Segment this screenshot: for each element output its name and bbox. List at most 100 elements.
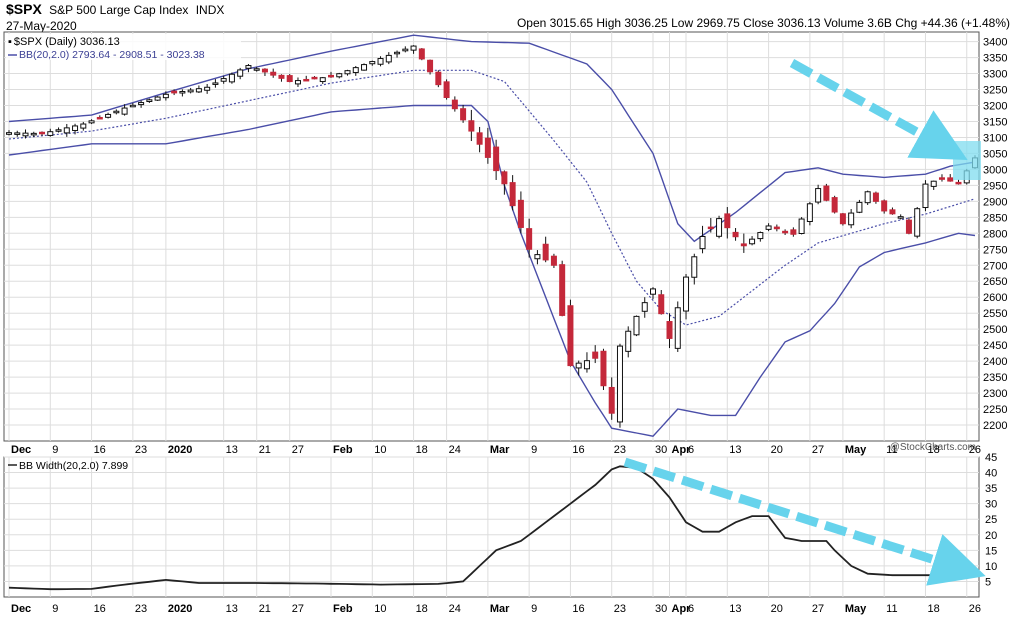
price-y-tick: 3350 <box>983 53 1007 65</box>
candle-body <box>608 386 615 414</box>
candle-body <box>476 132 483 145</box>
candle-body <box>864 191 871 204</box>
candle-body <box>245 65 252 69</box>
candle-body <box>129 104 136 108</box>
candle-body <box>592 351 599 359</box>
header-date: 27-May-2020 <box>6 19 77 33</box>
candle-body <box>567 305 574 367</box>
bb-width-line <box>8 465 976 591</box>
price-y-tick: 3150 <box>983 116 1007 128</box>
candle-body <box>889 209 896 215</box>
candle-body <box>493 146 500 172</box>
x-tick-label: 26 <box>969 603 981 615</box>
price-y-tick: 2950 <box>983 180 1007 192</box>
legend-bb: BB(20,2.0) 2793.64 - 2908.51 - 3023.38 <box>19 49 205 61</box>
candle-body <box>394 51 401 55</box>
candle-body <box>105 113 112 118</box>
candle-body <box>22 132 29 137</box>
candle-body <box>707 226 714 230</box>
price-y-tick: 2250 <box>983 404 1007 416</box>
candle-body <box>674 307 681 349</box>
x-tick-label: Dec <box>11 603 31 615</box>
x-tick-label: 13 <box>729 603 741 615</box>
candle-body <box>575 362 582 369</box>
candle-body <box>138 102 145 106</box>
candle-body <box>72 125 79 131</box>
legend-width: BB Width(20,2.0) 7.899 <box>19 460 128 472</box>
candle-body <box>501 171 508 185</box>
width-plot <box>8 465 976 591</box>
x-tick-label: 23 <box>614 603 626 615</box>
candle-body <box>955 181 962 185</box>
candle-body <box>732 231 739 238</box>
highlight-box <box>953 141 981 180</box>
candle-body <box>311 76 318 80</box>
candle-body <box>823 185 830 201</box>
x-tick-label: 16 <box>572 444 584 456</box>
x-tick-label: 30 <box>655 603 667 615</box>
header-title: $SPX S&P 500 Large Cap Index INDX <box>6 1 224 17</box>
candle-body <box>749 238 756 245</box>
x-tick-label: 30 <box>655 444 667 456</box>
x-tick-label: 11 <box>886 444 897 456</box>
price-y-tick: 2550 <box>983 308 1007 320</box>
price-y-tick: 2800 <box>983 228 1007 240</box>
price-y-tick: 2300 <box>983 388 1007 400</box>
x-tick-label: 16 <box>94 444 106 456</box>
x-tick-label: 27 <box>292 603 304 615</box>
candle-body <box>757 232 764 240</box>
candle-body <box>616 345 623 423</box>
candle-body <box>798 218 805 235</box>
x-tick-label: 9 <box>52 603 58 615</box>
price-y-tick: 3050 <box>983 148 1007 160</box>
candle-body <box>740 243 747 247</box>
x-tick-label: 23 <box>135 603 147 615</box>
candle-body <box>583 360 590 370</box>
candles <box>6 45 978 428</box>
candle-body <box>286 75 293 83</box>
price-y-tick: 3000 <box>983 164 1007 176</box>
candle-body <box>724 213 731 229</box>
x-tick-label: 11 <box>886 603 897 615</box>
x-tick-label: 24 <box>449 603 461 615</box>
price-grid: 2200 2250 2300 2350 2400 2450 2500 2550 2600 2650… <box>4 32 1007 441</box>
candle-body <box>938 177 945 180</box>
x-axis-top: Dec 9 16 23 2020 13 21 27 Feb 10 18 24 Mar 9 16 23 30 Apr… <box>11 444 981 456</box>
x-tick-label: Apr <box>672 603 692 615</box>
candle-body <box>228 73 235 83</box>
x-tick-label: Dec <box>11 444 31 456</box>
x-tick-label: 18 <box>927 603 939 615</box>
candle-body <box>204 86 211 91</box>
candle-body <box>402 48 409 52</box>
width-y-tick: 20 <box>985 530 997 542</box>
legend-price: ▪ $SPX (Daily) 3036.13 <box>8 36 120 48</box>
candle-body <box>666 321 673 339</box>
x-tick-label: 18 <box>416 603 428 615</box>
watermark: @StockCharts.com <box>890 442 976 453</box>
candle-body <box>278 74 285 79</box>
candle-body <box>658 294 665 315</box>
candle-body <box>699 236 706 250</box>
candle-body <box>765 225 772 230</box>
candle-body <box>113 110 120 114</box>
candle-body <box>468 120 475 132</box>
candle-body <box>418 48 425 60</box>
candle-body <box>484 137 491 158</box>
price-y-tick: 3100 <box>983 132 1007 144</box>
width-y-tick: 45 <box>985 452 997 464</box>
bb-lower-line <box>8 104 976 437</box>
x-tick-label: 6 <box>688 444 694 456</box>
x-tick-label: May <box>845 444 867 456</box>
candle-body <box>815 188 822 203</box>
x-axis-bottom: Dec 9 16 23 2020 13 21 27 Feb 10 18 24 Mar 9 16 23 30 Apr… <box>11 603 981 615</box>
candle-body <box>55 129 62 132</box>
candle-body <box>336 73 343 78</box>
price-panel <box>3 31 980 442</box>
x-tick-label: Mar <box>490 444 510 456</box>
candle-body <box>47 131 54 136</box>
x-tick-label: 21 <box>259 603 271 615</box>
x-tick-label: 6 <box>688 603 694 615</box>
x-tick-label: 24 <box>449 444 461 456</box>
candle-body <box>897 216 904 219</box>
candle-body <box>691 256 698 278</box>
